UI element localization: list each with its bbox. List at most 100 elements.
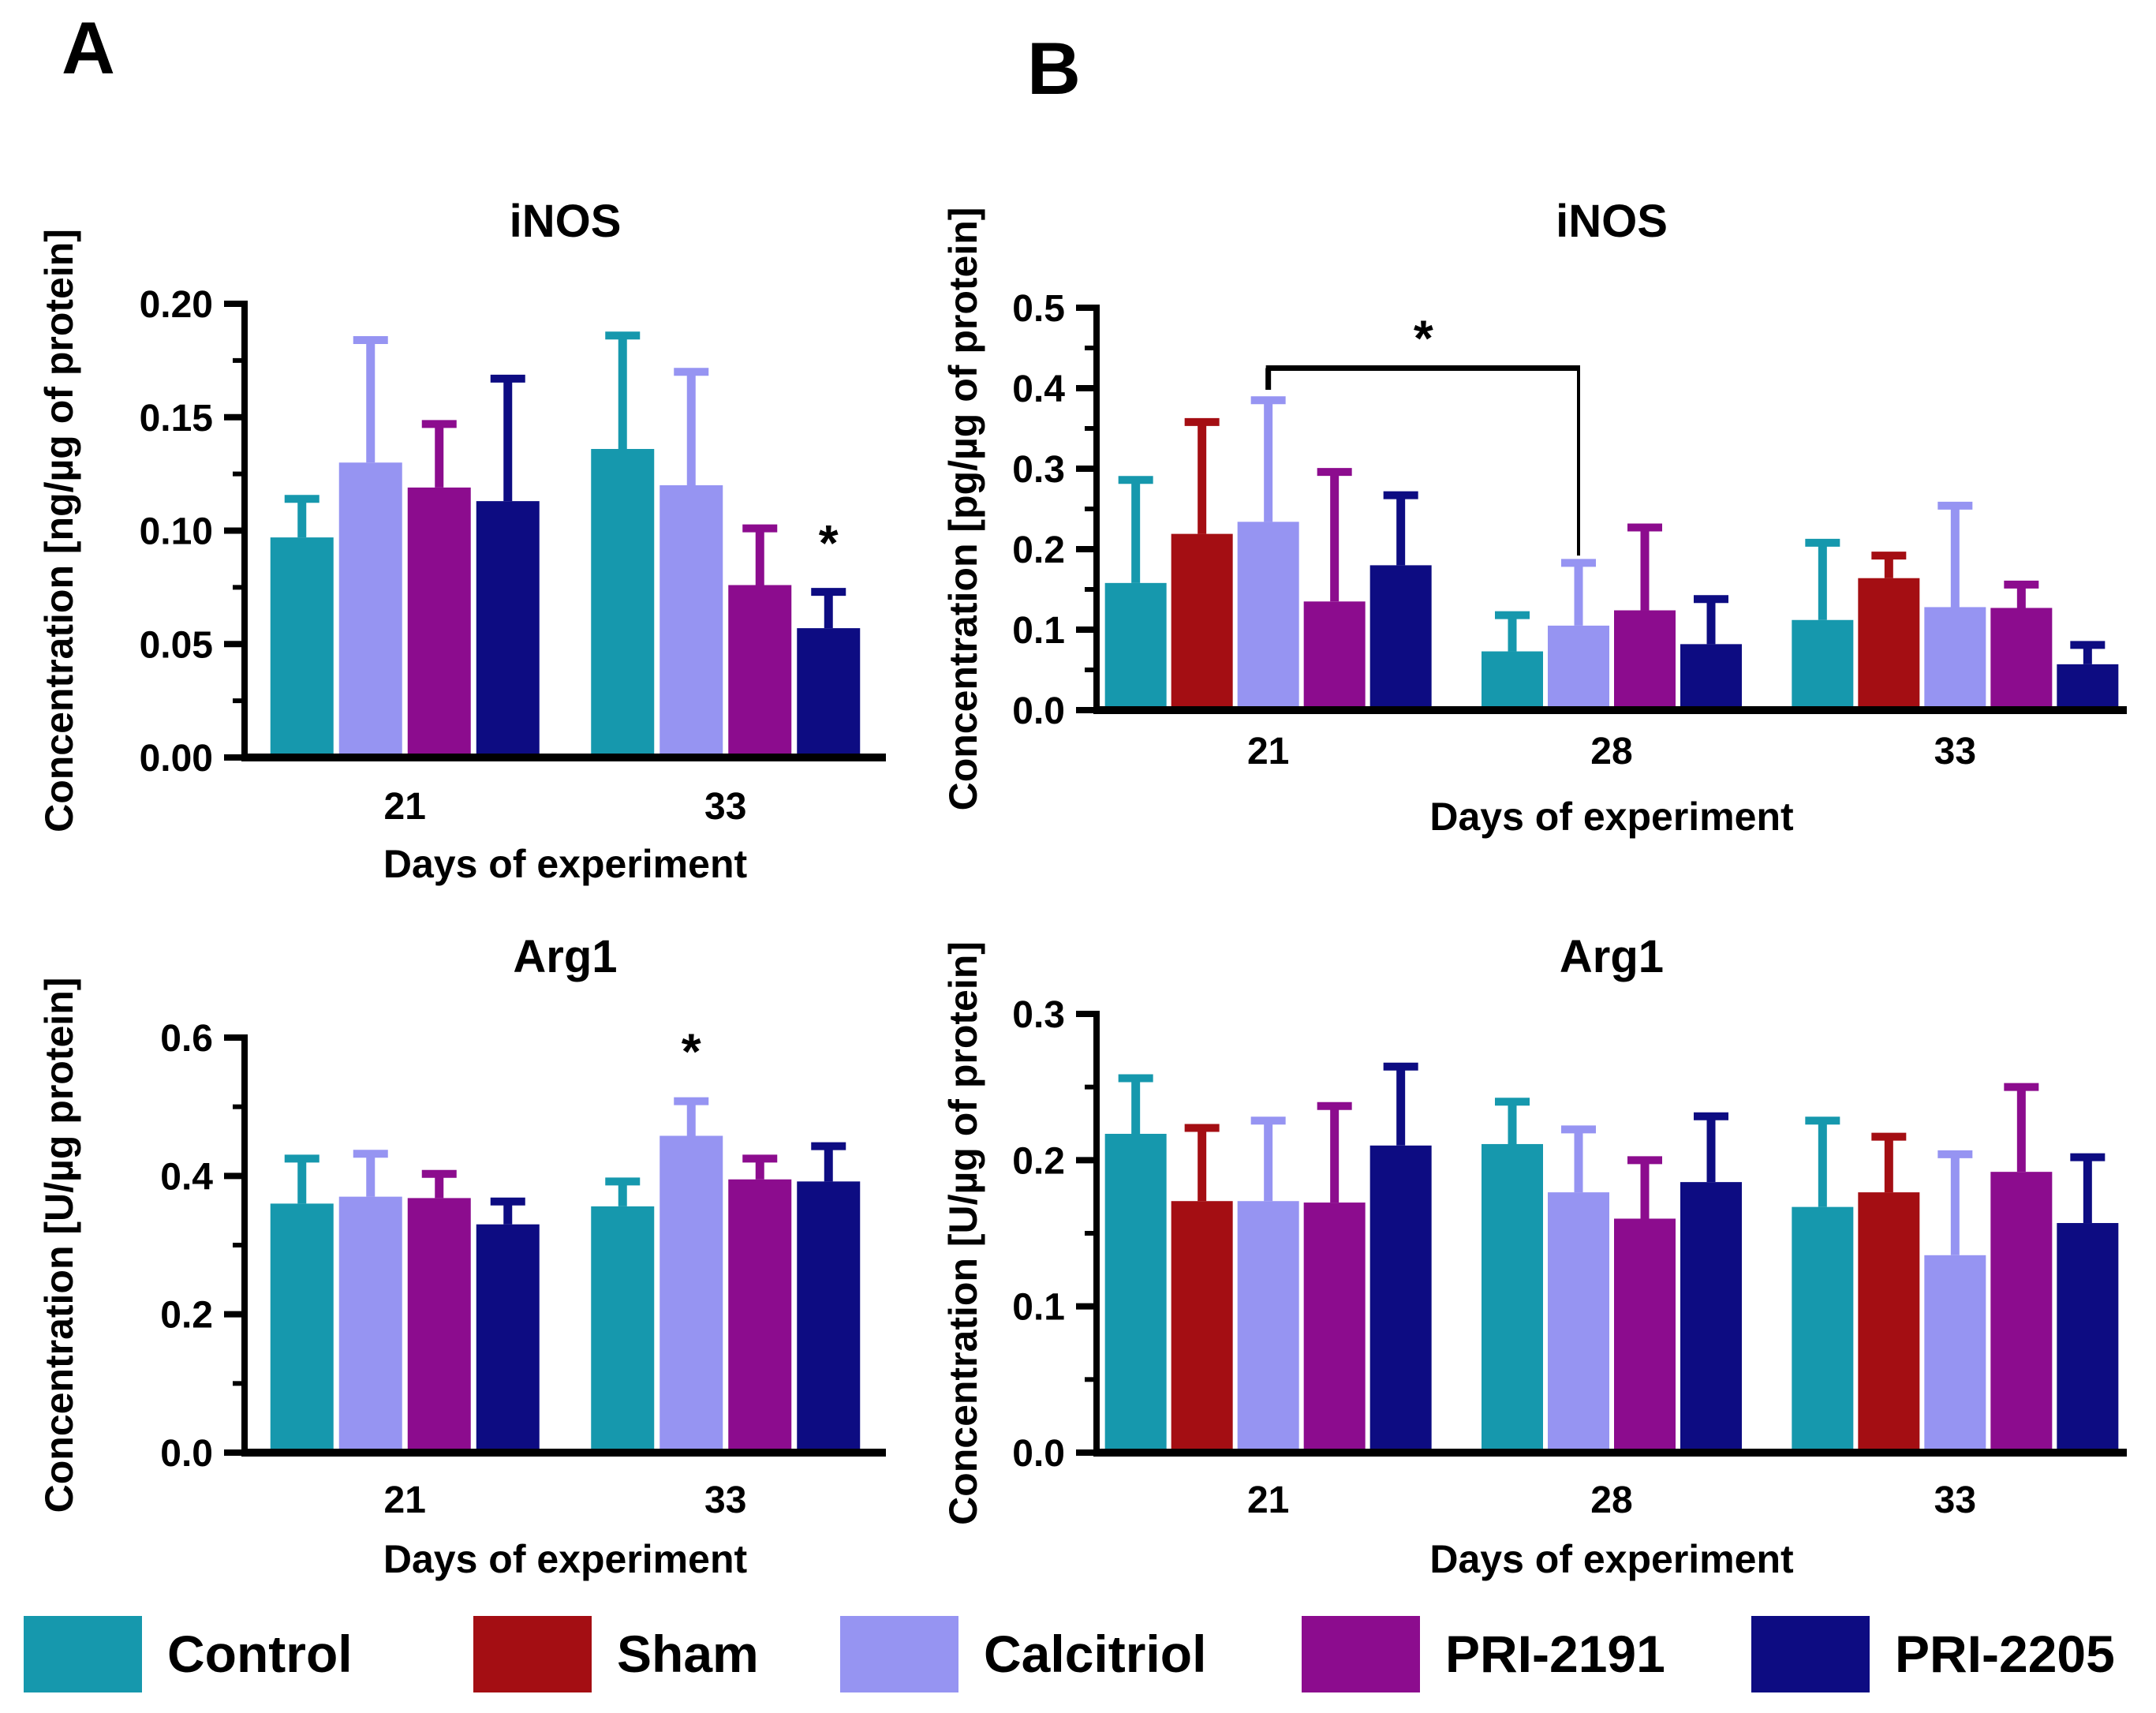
legend-item-sham: Sham xyxy=(473,1614,759,1693)
legend-item-control: Control xyxy=(24,1614,353,1693)
chart-a-inos: iNOS Days of experiment Concentration [ng/… xyxy=(0,0,933,915)
legend-label-pri-2205: PRI-2205 xyxy=(1895,1625,2115,1683)
legend-label-pri-2191: PRI-2191 xyxy=(1445,1625,1665,1683)
bar-pri-2205-day33 xyxy=(2057,664,2119,710)
x-tick-label: 21 xyxy=(384,786,426,828)
bar-calcitriol-day21 xyxy=(1237,1201,1299,1453)
chart-title: Arg1 xyxy=(1560,931,1664,982)
bar-calcitriol-day28 xyxy=(1548,1192,1609,1453)
y-tick-label: 0.20 xyxy=(140,284,213,326)
bar-pri-2191-day21 xyxy=(407,1198,471,1453)
y-tick-label: 0.2 xyxy=(1012,1140,1065,1182)
bar-control-day33 xyxy=(591,1206,655,1453)
chart-b-inos-svg: iNOS Days of experiment Concentration [pg/… xyxy=(941,196,2127,839)
bar-pri-2205-day33 xyxy=(797,1181,861,1453)
y-tick-label: 0.4 xyxy=(1012,368,1065,410)
bar-pri-2205-day33 xyxy=(2057,1223,2119,1453)
significance-star: * xyxy=(682,1023,701,1079)
y-tick-label: 0.0 xyxy=(160,1433,213,1475)
bar-control-day28 xyxy=(1482,1143,1543,1453)
x-axis-label: Days of experiment xyxy=(383,842,748,886)
y-tick-label: 0.1 xyxy=(1012,610,1065,652)
bar-calcitriol-day21 xyxy=(338,462,402,757)
y-tick-label: 0.05 xyxy=(140,624,213,666)
bar-pri-2191-day28 xyxy=(1614,610,1676,710)
bar-calcitriol-day33 xyxy=(660,485,723,757)
pri-2191-swatch xyxy=(1302,1615,1420,1692)
bar-pri-2205-day21 xyxy=(1369,1145,1432,1453)
x-axis-label: Days of experiment xyxy=(1429,795,1794,839)
x-tick-label: 21 xyxy=(384,1479,426,1521)
bar-control-day33 xyxy=(1792,1206,1854,1453)
bar-pri-2191-day33 xyxy=(728,1179,792,1453)
bar-control-day33 xyxy=(1792,619,1854,710)
bar-control-day28 xyxy=(1482,651,1543,710)
y-tick-label: 0.3 xyxy=(1012,449,1065,491)
calcitriol-swatch xyxy=(840,1615,958,1692)
panel-label-a: A xyxy=(62,6,115,89)
y-axis-label: Concentration [U/µg protein] xyxy=(37,978,81,1513)
chart-a-arg1-svg: Arg1 Days of experiment Concentration [U/µ… xyxy=(37,931,886,1581)
bar-pri-2205-day21 xyxy=(1369,565,1432,710)
significance-star: * xyxy=(1414,310,1433,367)
y-tick-label: 0.00 xyxy=(140,738,213,780)
y-axis-label: Concentration [ng/µg of protein] xyxy=(37,229,81,832)
bar-calcitriol-day21 xyxy=(1237,522,1299,710)
pri-2205-swatch xyxy=(1751,1615,1870,1692)
bar-pri-2191-day33 xyxy=(1990,608,2053,710)
legend-item-calcitriol: Calcitriol xyxy=(840,1614,1206,1693)
bar-control-day33 xyxy=(591,449,655,757)
bar-calcitriol-day33 xyxy=(1924,607,1986,710)
x-tick-label: 33 xyxy=(704,1479,746,1521)
y-tick-label: 0.0 xyxy=(1012,1433,1065,1475)
y-tick-label: 0.2 xyxy=(160,1295,213,1337)
bar-calcitriol-day21 xyxy=(338,1196,402,1453)
chart-title: iNOS xyxy=(1556,196,1668,247)
y-tick-label: 0.4 xyxy=(160,1156,213,1198)
chart-a-arg1: Arg1 Days of experiment Concentration [U/µ… xyxy=(0,915,933,1610)
bar-sham-day33 xyxy=(1858,1192,1920,1453)
panel-label-b: B xyxy=(1027,27,1081,110)
bar-sham-day21 xyxy=(1171,1201,1233,1453)
y-axis-label: Concentration [U/µg of protein] xyxy=(941,941,985,1525)
legend-item-pri-2191: PRI-2191 xyxy=(1302,1614,1665,1693)
y-tick-label: 0.6 xyxy=(160,1018,213,1060)
bar-pri-2205-day28 xyxy=(1680,1182,1742,1453)
sham-swatch xyxy=(473,1615,592,1692)
bar-pri-2191-day28 xyxy=(1614,1218,1676,1453)
bar-pri-2205-day33 xyxy=(797,628,861,757)
x-axis-label: Days of experiment xyxy=(383,1537,748,1581)
legend: Control Sham Calcitriol PRI-2191 PRI-2205 xyxy=(0,1610,2156,1713)
bar-control-day21 xyxy=(1104,582,1167,710)
bar-calcitriol-day33 xyxy=(660,1135,723,1453)
x-tick-label: 28 xyxy=(1590,1479,1632,1521)
chart-title: iNOS xyxy=(510,196,622,247)
significance-star: * xyxy=(819,514,839,571)
bar-pri-2191-day33 xyxy=(1990,1172,2053,1453)
y-tick-label: 0.15 xyxy=(140,398,213,439)
bar-sham-day21 xyxy=(1171,533,1233,710)
y-axis-label: Concentration [pg/µg of protein] xyxy=(941,208,985,811)
x-tick-label: 21 xyxy=(1247,731,1289,772)
y-tick-label: 0.0 xyxy=(1012,690,1065,732)
bar-pri-2205-day21 xyxy=(476,1224,540,1453)
legend-label-control: Control xyxy=(167,1625,353,1683)
chart-title: Arg1 xyxy=(513,931,617,982)
bar-pri-2191-day33 xyxy=(728,585,792,757)
legend-label-sham: Sham xyxy=(617,1625,759,1683)
chart-b-arg1-svg: Arg1 Days of experiment Concentration [U/µ… xyxy=(941,931,2127,1581)
x-tick-label: 33 xyxy=(1934,1479,1976,1521)
bar-pri-2191-day21 xyxy=(1303,1202,1366,1453)
bar-pri-2191-day21 xyxy=(407,487,471,757)
y-tick-label: 0.10 xyxy=(140,511,213,553)
bar-pri-2191-day21 xyxy=(1303,601,1366,710)
y-tick-label: 0.1 xyxy=(1012,1287,1065,1329)
x-axis-label: Days of experiment xyxy=(1429,1537,1794,1581)
chart-a-inos-svg: iNOS Days of experiment Concentration [ng/… xyxy=(37,196,886,886)
y-tick-label: 0.2 xyxy=(1012,529,1065,571)
chart-b-arg1: Arg1 Days of experiment Concentration [U/µ… xyxy=(933,915,2156,1610)
bar-calcitriol-day28 xyxy=(1548,625,1609,710)
bar-pri-2205-day21 xyxy=(476,501,540,757)
legend-item-pri-2205: PRI-2205 xyxy=(1751,1614,2115,1693)
